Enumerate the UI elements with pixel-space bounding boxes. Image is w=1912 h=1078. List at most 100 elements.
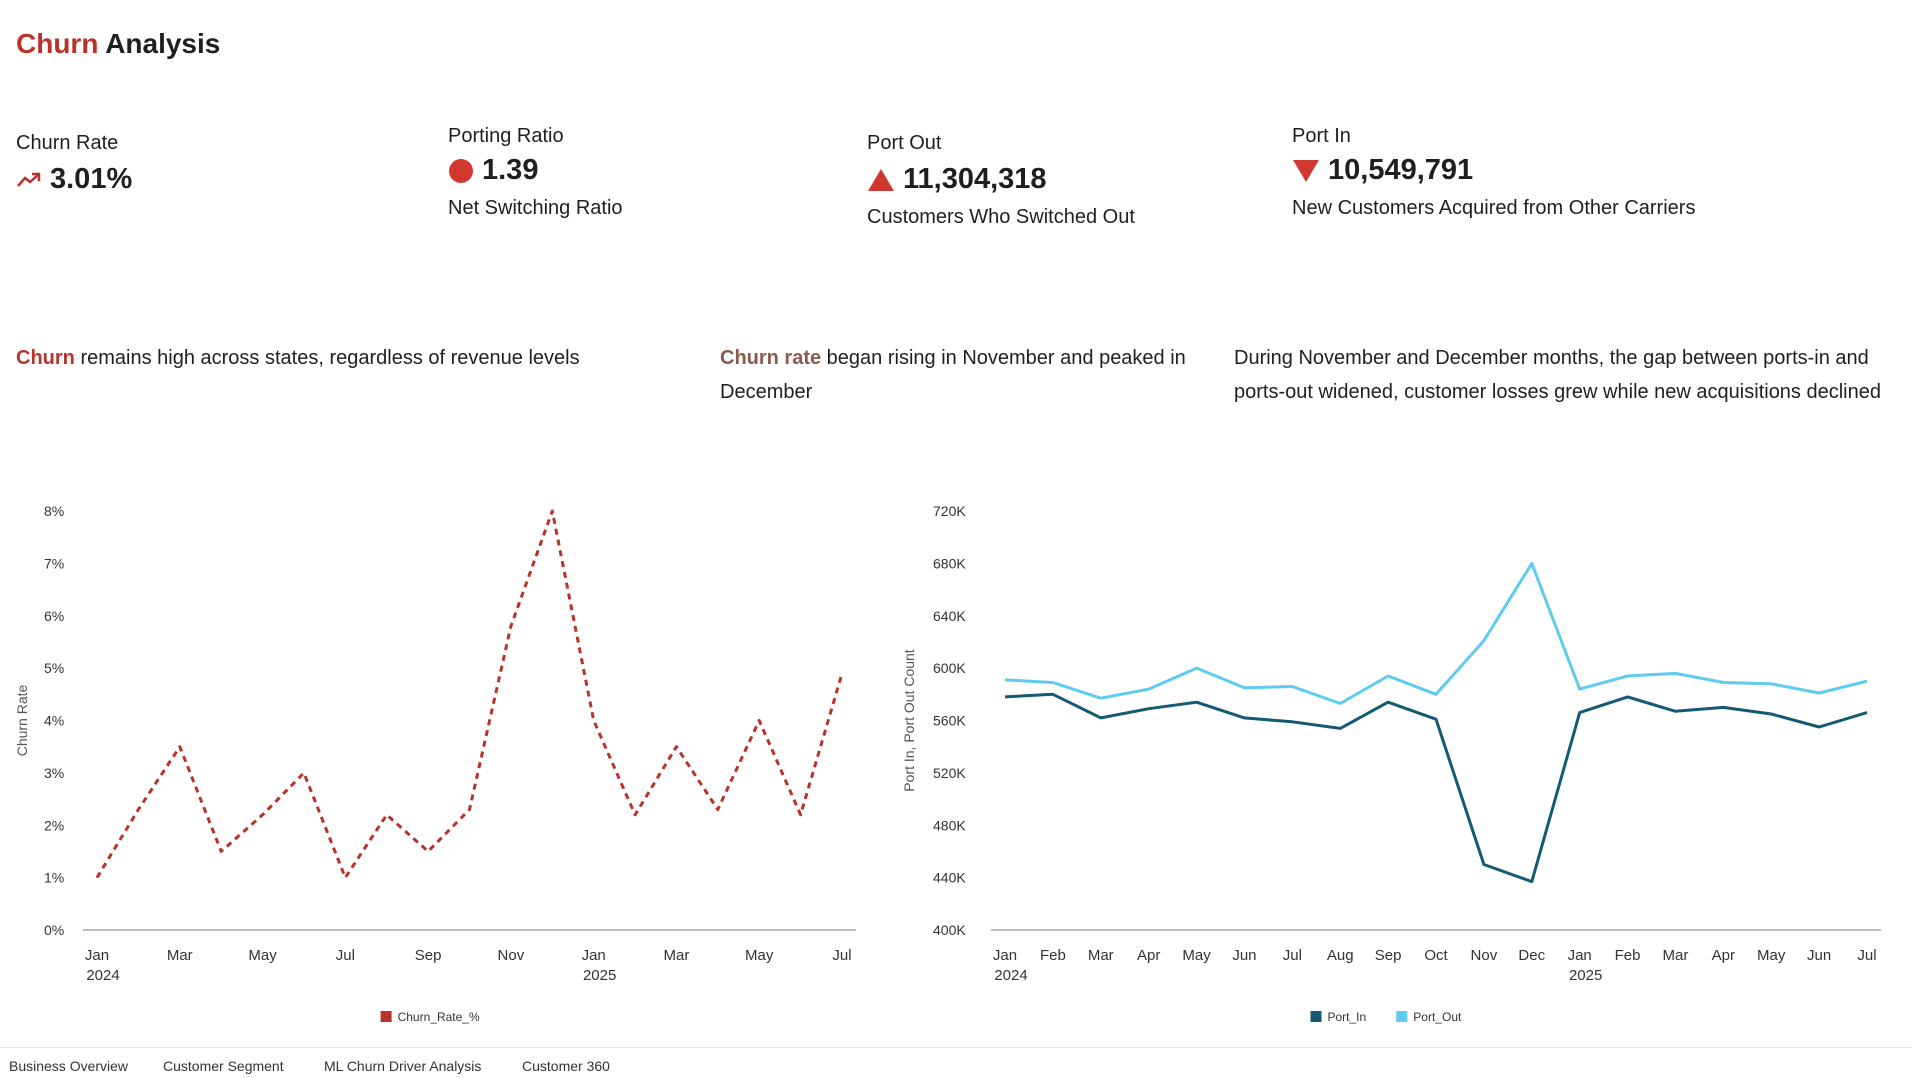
y-tick-label: 6% bbox=[44, 608, 64, 624]
x-tick-label: May bbox=[248, 947, 277, 964]
x-tick-label: Aug bbox=[1327, 947, 1354, 964]
series-line-port-in bbox=[1004, 692, 1868, 884]
caption-accent: Churn rate bbox=[720, 347, 822, 369]
legend-label: Port_Out bbox=[1413, 1010, 1462, 1024]
kpi-churn-rate: Churn Rate 3.01% bbox=[16, 132, 132, 196]
y-tick-label: 400K bbox=[933, 922, 966, 938]
x-tick-label: Jan bbox=[1568, 947, 1592, 964]
x-tick-label: Feb bbox=[1040, 947, 1066, 964]
tab-ml-churn-driver-analysis[interactable]: ML Churn Driver Analysis bbox=[324, 1058, 482, 1074]
churn-rate-chart: 0% 1% 2% 3% 4% 5% 6% 7% 8% Jan 2024 Mar May Jul Sep Nov… bbox=[14, 503, 856, 1024]
kpi-label: Porting Ratio bbox=[448, 125, 564, 147]
x-tick-label: May bbox=[1182, 947, 1211, 964]
x-tick-label: Jul bbox=[832, 947, 851, 964]
x-tick-label: Jul bbox=[1283, 947, 1302, 964]
y-axis-title: Port In, Port Out Count bbox=[901, 649, 917, 792]
x-tick-label: Sep bbox=[1375, 947, 1402, 964]
x-tick-label: Feb bbox=[1615, 947, 1641, 964]
legend-label: Port_In bbox=[1328, 1010, 1367, 1024]
kpi-value: 11,304,318 bbox=[867, 163, 1135, 196]
churn-rate-value: 3.01% bbox=[50, 163, 133, 195]
y-tick-label: 4% bbox=[44, 713, 64, 729]
y-tick-label: 0% bbox=[44, 922, 64, 938]
y-tick-label: 1% bbox=[44, 870, 64, 886]
tab-customer-segment[interactable]: Customer Segment bbox=[163, 1058, 284, 1074]
x-tick-label: Jan bbox=[582, 947, 606, 964]
red-dot-icon bbox=[449, 158, 473, 183]
y-tick-label: 8% bbox=[44, 503, 64, 519]
tab-business-overview[interactable]: Business Overview bbox=[9, 1058, 129, 1074]
x-tick-year-label: 2025 bbox=[1569, 967, 1602, 984]
x-tick-label: Jul bbox=[1857, 947, 1876, 964]
legend-label: Churn_Rate_% bbox=[398, 1010, 480, 1024]
y-tick-label: 640K bbox=[933, 608, 966, 624]
x-tick-label: Nov bbox=[1471, 947, 1498, 964]
x-tick-label: Jun bbox=[1232, 947, 1256, 964]
x-tick-label: Mar bbox=[1088, 947, 1114, 964]
y-tick-label: 560K bbox=[933, 713, 966, 729]
kpi-porting-ratio: Porting Ratio 1.39 Net Switching Ratio bbox=[448, 125, 623, 220]
kpi-sub: Customers Who Switched Out bbox=[867, 206, 1135, 228]
y-tick-label: 7% bbox=[44, 555, 64, 571]
x-tick-label: May bbox=[745, 947, 774, 964]
caption-text: remains high across states, regardless o… bbox=[74, 347, 580, 369]
x-tick-label: Mar bbox=[1663, 947, 1689, 964]
y-tick-label: 2% bbox=[44, 817, 64, 833]
y-tick-label: 5% bbox=[44, 660, 64, 676]
bottom-tab-bar bbox=[0, 1047, 1912, 1078]
x-tick-year-label: 2024 bbox=[86, 967, 119, 984]
title-accent: Churn bbox=[16, 28, 99, 59]
kpi-label: Port Out bbox=[867, 132, 942, 154]
caption-port-gap: During November and December months, the… bbox=[1234, 341, 1894, 409]
x-tick-label: Jan bbox=[85, 947, 109, 964]
trend-up-icon bbox=[17, 172, 41, 187]
y-tick-label: 3% bbox=[44, 765, 64, 781]
triangle-up-icon bbox=[868, 168, 894, 191]
port-in-out-chart: 400K 440K 480K 520K 560K 600K 640K 680K 720K Jan 2… bbox=[901, 503, 1881, 1024]
x-tick-label: Oct bbox=[1424, 947, 1448, 964]
porting-ratio-value: 1.39 bbox=[482, 154, 539, 186]
port-out-value: 11,304,318 bbox=[903, 163, 1047, 195]
kpi-label: Churn Rate bbox=[16, 132, 119, 154]
page-title: Churn Analysis bbox=[16, 28, 220, 60]
kpi-value: 10,549,791 bbox=[1292, 154, 1695, 187]
caption-churn-rate: Churn rate began rising in November and … bbox=[720, 341, 1210, 409]
caption-text: During November and December months, the… bbox=[1234, 347, 1881, 403]
x-tick-label: May bbox=[1757, 947, 1786, 964]
kpi-label: Port In bbox=[1292, 125, 1351, 147]
y-axis-title: Churn Rate bbox=[14, 684, 30, 756]
kpi-value: 3.01% bbox=[16, 163, 132, 196]
kpi-sub: Net Switching Ratio bbox=[448, 197, 623, 219]
x-tick-label: Mar bbox=[664, 947, 690, 964]
x-tick-label: Apr bbox=[1712, 947, 1735, 964]
triangle-down-icon bbox=[1293, 159, 1319, 182]
x-tick-year-label: 2024 bbox=[994, 967, 1027, 984]
y-tick-label: 680K bbox=[933, 555, 966, 571]
kpi-sub: New Customers Acquired from Other Carrie… bbox=[1292, 197, 1696, 219]
series-line-churn-rate- bbox=[95, 509, 844, 880]
legend-swatch bbox=[1396, 1011, 1408, 1022]
x-tick-label: Jun bbox=[1807, 947, 1831, 964]
y-tick-label: 720K bbox=[933, 503, 966, 519]
legend-swatch bbox=[380, 1011, 392, 1022]
caption-accent: Churn bbox=[16, 347, 75, 369]
x-tick-label: Sep bbox=[415, 947, 442, 964]
x-tick-label: Nov bbox=[498, 947, 525, 964]
y-tick-label: 480K bbox=[933, 817, 966, 833]
y-tick-label: 600K bbox=[933, 660, 966, 676]
kpi-value: 1.39 bbox=[448, 154, 623, 187]
x-tick-label: Jul bbox=[336, 947, 355, 964]
tab-customer-360[interactable]: Customer 360 bbox=[522, 1058, 610, 1074]
y-tick-label: 520K bbox=[933, 765, 966, 781]
caption-text: began rising in November and peaked in D… bbox=[720, 347, 1186, 403]
x-tick-year-label: 2025 bbox=[583, 967, 616, 984]
kpi-port-in: Port In 10,549,791 New Customers Acquire… bbox=[1292, 125, 1695, 220]
port-in-value: 10,549,791 bbox=[1328, 154, 1474, 186]
x-tick-label: Apr bbox=[1137, 947, 1160, 964]
kpi-port-out: Port Out 11,304,318 Customers Who Switch… bbox=[867, 132, 1135, 229]
x-tick-label: Mar bbox=[167, 947, 193, 964]
series-line-port-out bbox=[1004, 561, 1868, 705]
x-tick-label: Jan bbox=[993, 947, 1017, 964]
y-tick-label: 440K bbox=[933, 870, 966, 886]
title-rest: Analysis bbox=[105, 28, 221, 59]
